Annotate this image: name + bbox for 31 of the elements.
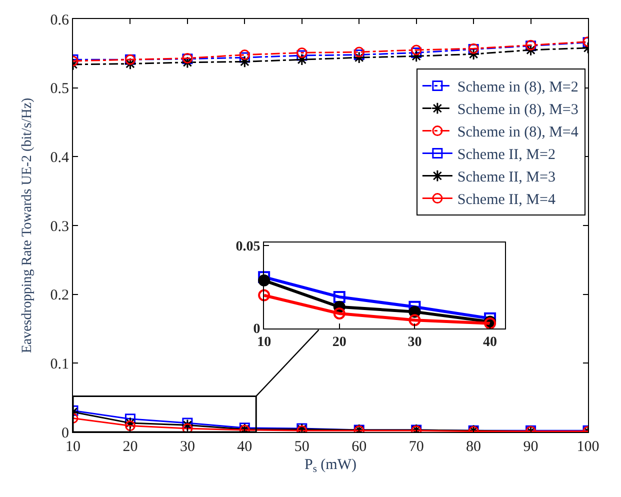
y-tick-label: 0.6 [50, 12, 70, 28]
legend-label: Scheme in (8), M=4 [457, 124, 579, 141]
y-tick-label: 0 [253, 322, 260, 338]
x-tick-label: 70 [408, 439, 424, 455]
x-tick-label: 100 [576, 439, 600, 455]
x-tick-label: 10 [257, 335, 272, 350]
x-tick-label: 10 [66, 439, 80, 455]
x-tick-label: 80 [466, 439, 482, 455]
x-tick-label: 60 [352, 439, 367, 455]
legend-label: Scheme II, M=3 [457, 170, 556, 186]
x-tick-label: 50 [294, 439, 310, 455]
y-tick-label: 0.05 [236, 240, 260, 255]
x-tick-label: 20 [332, 335, 346, 350]
x-tick-label: 90 [523, 439, 538, 455]
legend-label: Scheme II, M=2 [457, 147, 556, 164]
y-tick-label: 0 [62, 425, 69, 442]
y-tick-label: 0.5 [50, 81, 69, 98]
legend-label: Scheme II, M=4 [457, 192, 556, 208]
x-tick-label: 20 [122, 439, 138, 455]
x-tick-label: 30 [408, 335, 422, 350]
x-axis-title: P$_{s}$ (mW) [304, 457, 357, 476]
x-tick-label: 30 [180, 439, 195, 455]
x-tick-label: 40 [237, 439, 252, 455]
y-tick-label: 0.3 [50, 218, 69, 235]
y-tick-label: 0.4 [50, 150, 70, 166]
y-tick-label: 0.1 [50, 356, 69, 372]
legend-label: Scheme in (8), M=2 [457, 80, 578, 96]
y-axis-title: Eavesdropping Rate Towards UE-2 (bit/s/Hz) [20, 97, 35, 354]
y-tick-label: 0.2 [50, 288, 69, 304]
legend-label: Scheme in (8), M=3 [457, 102, 578, 118]
x-tick-label: 40 [483, 335, 498, 350]
